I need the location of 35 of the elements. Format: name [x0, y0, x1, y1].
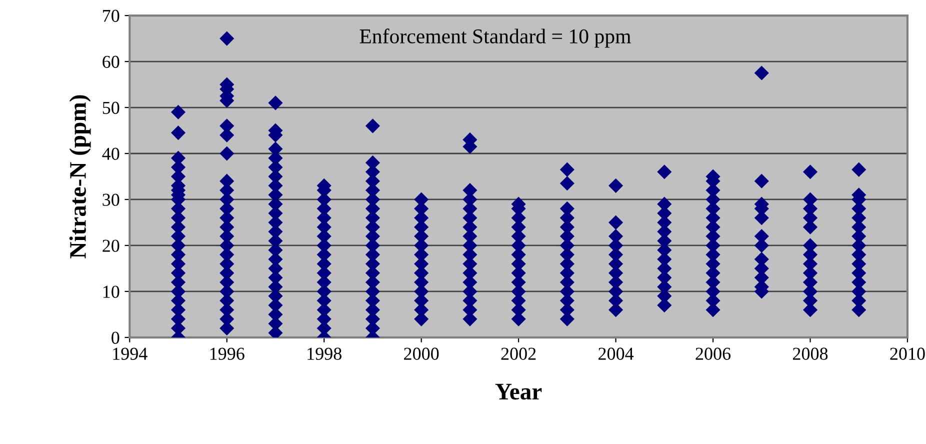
point	[754, 66, 769, 80]
y-tick-label: 20	[102, 240, 120, 252]
x-tick-label: 1996	[210, 348, 244, 360]
x-tick-label: 2000	[404, 348, 439, 360]
point	[220, 31, 234, 46]
point	[802, 164, 818, 180]
x-tick-label: 2008	[792, 348, 828, 360]
y-tick-label: 0	[112, 332, 120, 344]
y-tick-label: 30	[102, 194, 120, 206]
x-tick-label: 1994	[113, 348, 148, 360]
x-tick-label: 2006	[696, 348, 731, 360]
point	[852, 162, 866, 177]
y-tick-label: 60	[102, 56, 120, 68]
y-tick-label: 50	[102, 102, 120, 114]
point	[560, 162, 574, 177]
x-tick-label: 2010	[890, 348, 925, 360]
y-tick-label: 40	[102, 148, 120, 160]
point	[754, 174, 769, 188]
y-axis-title: Nitrate-N (ppm)	[69, 95, 91, 258]
x-tick-label: 2004	[598, 348, 634, 360]
point	[608, 178, 624, 193]
x-tick-label: 2002	[501, 348, 536, 360]
y-tick-label: 70	[103, 10, 120, 22]
point	[170, 126, 186, 140]
point	[268, 96, 283, 110]
point	[608, 215, 624, 230]
x-axis-title: Year	[495, 384, 542, 400]
point	[365, 118, 380, 134]
point	[170, 104, 186, 120]
annotation: Enforcement Standard = 10 ppm	[360, 28, 631, 48]
x-tick-label: 1998	[308, 348, 342, 360]
point	[220, 146, 234, 161]
y-tick-label: 10	[103, 286, 120, 298]
point	[657, 164, 672, 180]
point	[560, 176, 574, 191]
